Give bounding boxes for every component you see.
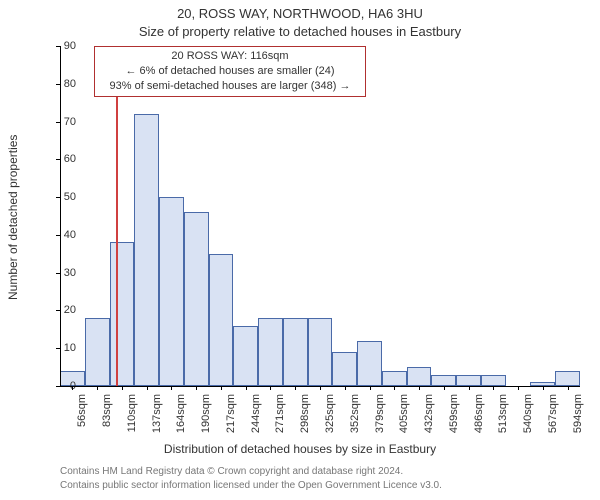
footer-line1: Contains HM Land Registry data © Crown c… (60, 466, 403, 477)
annotation-line1: 20 ROSS WAY: 116sqm (99, 49, 361, 64)
x-tick-label: 325sqm (324, 394, 336, 438)
y-tick-label: 60 (46, 153, 76, 165)
histogram-bar (308, 318, 333, 386)
histogram-bar (357, 341, 382, 386)
x-tick-label: 540sqm (522, 394, 534, 438)
annotation-line3: 93% of semi-detached houses are larger (… (99, 79, 361, 94)
y-tick-label: 70 (46, 116, 76, 128)
histogram-bar (159, 197, 184, 386)
x-tick-label: 271sqm (274, 394, 286, 438)
histogram-bar (332, 352, 357, 386)
footer-line2: Contains public sector information licen… (60, 480, 442, 491)
x-tick-label: 190sqm (200, 394, 212, 438)
chart-title-subtitle: Size of property relative to detached ho… (0, 24, 600, 39)
y-tick-label: 40 (46, 229, 76, 241)
histogram-bar (184, 212, 209, 386)
annotation-box: 20 ROSS WAY: 116sqm ← 6% of detached hou… (94, 46, 366, 97)
x-tick-label: 217sqm (225, 394, 237, 438)
x-tick-label: 137sqm (151, 394, 163, 438)
histogram-bar (481, 375, 506, 386)
annotation-line2: ← 6% of detached houses are smaller (24) (99, 64, 361, 79)
x-tick-label: 567sqm (547, 394, 559, 438)
histogram-bar (431, 375, 456, 386)
y-tick-label: 80 (46, 78, 76, 90)
x-tick-label: 405sqm (398, 394, 410, 438)
histogram-bar (134, 114, 159, 386)
histogram-bar (382, 371, 407, 386)
x-tick-label: 352sqm (349, 394, 361, 438)
y-tick-label: 10 (46, 342, 76, 354)
histogram-bar (85, 318, 110, 386)
histogram-bar (110, 242, 135, 386)
histogram-bar (258, 318, 283, 386)
y-tick-label: 50 (46, 191, 76, 203)
x-tick-label: 164sqm (175, 394, 187, 438)
histogram-bar (209, 254, 234, 386)
histogram-bar (407, 367, 432, 386)
y-tick-label: 90 (46, 40, 76, 52)
plot-area (60, 46, 580, 386)
x-axis-line (60, 386, 580, 387)
x-tick-label: 513sqm (497, 394, 509, 438)
x-tick-label: 486sqm (473, 394, 485, 438)
x-tick-label: 110sqm (126, 394, 138, 438)
x-tick-label: 83sqm (101, 394, 113, 438)
x-tick-label: 379sqm (374, 394, 386, 438)
x-tick-label: 298sqm (299, 394, 311, 438)
y-tick-label: 20 (46, 304, 76, 316)
x-axis-label: Distribution of detached houses by size … (0, 442, 600, 456)
property-marker-line (116, 46, 118, 386)
histogram-bar (233, 326, 258, 386)
x-tick-label: 56sqm (76, 394, 88, 438)
y-tick-label: 30 (46, 267, 76, 279)
y-axis-label: Number of detached properties (6, 135, 20, 300)
y-axis-line (60, 46, 61, 386)
x-tick-label: 594sqm (572, 394, 584, 438)
chart-title-address: 20, ROSS WAY, NORTHWOOD, HA6 3HU (0, 6, 600, 21)
histogram-bar (283, 318, 308, 386)
histogram-bar (555, 371, 580, 386)
x-tick-label: 244sqm (250, 394, 262, 438)
histogram-bar (456, 375, 481, 386)
x-tick-label: 432sqm (423, 394, 435, 438)
x-tick-label: 459sqm (448, 394, 460, 438)
